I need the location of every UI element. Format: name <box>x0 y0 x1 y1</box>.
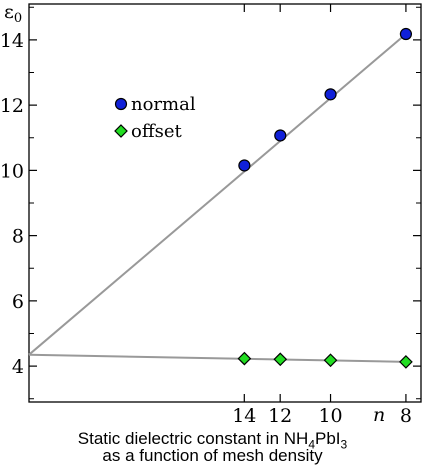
legend-normal-label: normal <box>131 94 196 115</box>
y-tick-label: 6 <box>12 291 24 313</box>
x-axis-ticks: 14 12 10 8 <box>232 4 412 427</box>
fit-line-offset <box>28 353 406 363</box>
x-tick-label: 14 <box>232 405 256 427</box>
point-offset <box>323 353 338 368</box>
legend-offset-marker <box>114 124 128 138</box>
x-tick-label: 8 <box>400 405 412 427</box>
legend-normal-marker <box>114 97 128 111</box>
plot-frame <box>28 3 422 403</box>
y-tick-label: 10 <box>0 160 24 182</box>
x-tick-label: 10 <box>318 405 342 427</box>
dielectric-chart: 4 6 8 10 12 14 14 12 10 8 normal offset ε0 n <box>0 1 422 427</box>
x-axis-label: n <box>373 404 385 426</box>
legend-offset-label: offset <box>131 121 183 142</box>
point-offset <box>237 351 252 366</box>
y-tick-label: 14 <box>0 30 24 52</box>
caption-line-1: Static dielectric constant in NH4PbI3 <box>77 429 348 452</box>
point-normal <box>399 27 413 41</box>
fit-line-normal <box>28 33 407 356</box>
y-axis-ticks: 4 6 8 10 12 14 <box>0 6 421 400</box>
point-normal <box>324 88 337 101</box>
caption-line-2: as a function of mesh density <box>102 446 323 465</box>
x-tick-label: 12 <box>268 405 292 427</box>
y-tick-label: 12 <box>0 95 24 117</box>
y-axis-label: ε0 <box>4 1 22 26</box>
point-normal <box>238 159 251 172</box>
data-points <box>237 27 413 369</box>
legend: normal offset <box>114 94 196 142</box>
point-offset <box>273 352 288 367</box>
chart-caption: Static dielectric constant in NH4PbI3 as… <box>0 430 425 464</box>
y-tick-label: 8 <box>12 226 24 248</box>
y-tick-label: 4 <box>12 356 24 378</box>
plot-border <box>28 3 422 403</box>
fit-lines <box>28 33 407 363</box>
point-offset <box>399 355 413 369</box>
point-normal <box>274 129 287 142</box>
